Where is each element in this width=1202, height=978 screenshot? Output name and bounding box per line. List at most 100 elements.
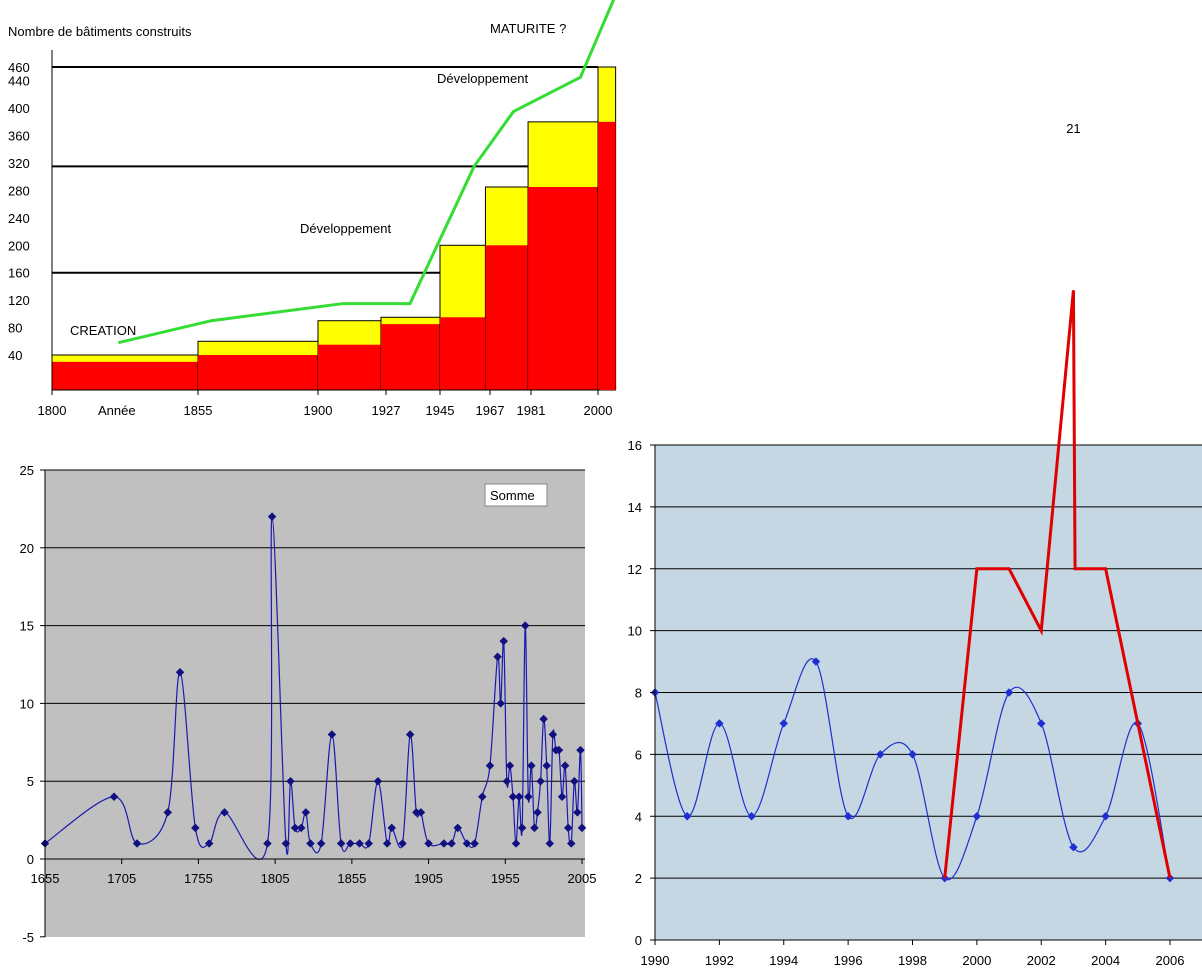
y-tick-label: 460 <box>8 60 30 75</box>
x-tick-label: 2004 <box>1091 953 1120 968</box>
y-tick-label: 440 <box>8 74 30 89</box>
x-tick-label: 1655 <box>31 871 60 886</box>
y-tick-label: 25 <box>20 463 34 478</box>
data-point <box>560 761 570 770</box>
y-tick-label: 80 <box>8 321 22 336</box>
y-tick-label: 280 <box>8 183 30 198</box>
data-point <box>715 719 724 728</box>
data-point <box>1004 688 1014 697</box>
data-point <box>573 808 582 817</box>
data-point <box>387 823 396 833</box>
x-tick-label: 2002 <box>1027 953 1056 968</box>
y-tick-label: 16 <box>628 438 642 453</box>
data-point <box>517 823 527 833</box>
y-tick-label: 400 <box>8 101 30 116</box>
data-point <box>405 730 415 739</box>
y-tick-label: 4 <box>635 809 642 824</box>
data-point <box>478 792 487 802</box>
yearly-sum-chart: -5 0 5 10 15 20 25 1655 1705 1755 1805 1855 1905 1955… <box>20 463 597 945</box>
x-tick-label: 1945 <box>426 403 455 418</box>
y-tick-label: 12 <box>628 562 642 577</box>
data-point <box>548 730 558 739</box>
y-tick-label: 5 <box>27 774 34 789</box>
red-bar <box>52 361 198 390</box>
y-tick-label: 14 <box>628 500 642 515</box>
data-point <box>520 621 530 630</box>
y-tick-label: 20 <box>20 541 34 556</box>
data-point <box>286 776 295 786</box>
y-tick-label: 15 <box>20 619 34 634</box>
data-point <box>301 808 311 817</box>
data-point <box>327 730 337 739</box>
red-bar <box>198 355 318 390</box>
data-point <box>843 812 853 821</box>
data-point <box>447 839 456 848</box>
x-tick-label: 1800 <box>38 403 67 418</box>
data-point <box>557 792 567 802</box>
data-point <box>508 792 518 802</box>
y-tick-label: 10 <box>628 624 642 639</box>
x-tick-label: 1705 <box>107 871 136 886</box>
data-point <box>485 761 495 770</box>
y-tick-label: 0 <box>635 933 642 948</box>
data-point <box>536 776 545 786</box>
data-point <box>570 776 579 786</box>
data-point <box>496 699 505 708</box>
comparison-chart: 21 0 2 4 6 8 10 12 14 16 1990 1992 1994 1996 1998 2000… <box>628 121 1202 968</box>
y-tick-label: 10 <box>20 696 34 711</box>
data-point <box>554 745 564 755</box>
data-point <box>533 808 542 817</box>
data-point <box>527 761 536 770</box>
legend-box <box>484 483 548 507</box>
y-tick-label: 200 <box>8 238 30 253</box>
data-point <box>682 812 692 821</box>
x-tick-label: 1992 <box>705 953 734 968</box>
data-point <box>382 839 392 848</box>
x-tick-label: 1998 <box>898 953 927 968</box>
data-point <box>908 750 917 759</box>
red-bar <box>440 317 486 390</box>
data-point <box>511 839 521 848</box>
x-tick-label: 1900 <box>304 403 333 418</box>
data-point <box>346 839 355 848</box>
data-point <box>1069 842 1078 852</box>
data-point <box>453 823 462 833</box>
data-point <box>263 839 272 848</box>
x-axis-title: Année <box>98 403 136 418</box>
y-tick-label: 120 <box>8 293 30 308</box>
data-point <box>972 812 982 821</box>
x-tick-label: 1990 <box>641 953 670 968</box>
x-tick-label: 1805 <box>261 871 290 886</box>
x-tick-label: 1855 <box>337 871 366 886</box>
x-tick-label: 1981 <box>517 403 546 418</box>
y-tick-label: 2 <box>635 871 642 886</box>
x-tick-label: 1927 <box>372 403 401 418</box>
data-point <box>398 839 407 848</box>
red-bar <box>485 245 529 390</box>
data-point <box>524 792 533 802</box>
y-tick-label: -5 <box>22 930 34 945</box>
x-tick-label: 1955 <box>491 871 520 886</box>
x-tick-label: 1755 <box>184 871 213 886</box>
data-point <box>876 750 885 759</box>
data-point <box>779 719 788 728</box>
x-tick-label: 1996 <box>834 953 863 968</box>
y-tick-label: 240 <box>8 211 30 226</box>
x-tick-label: 2005 <box>568 871 597 886</box>
data-point <box>539 714 548 724</box>
data-point <box>514 792 524 802</box>
data-point <box>493 652 502 661</box>
data-point <box>1101 812 1110 821</box>
x-tick-label: 1855 <box>184 403 213 418</box>
data-point <box>563 823 573 833</box>
data-point <box>355 839 364 848</box>
y-tick-label: 40 <box>8 348 22 363</box>
data-point <box>290 823 300 833</box>
data-point <box>462 839 472 848</box>
series-line <box>44 516 583 860</box>
series-line-red <box>943 290 1172 879</box>
annotation-developpement-1: Développement <box>300 221 391 236</box>
data-point <box>281 839 291 848</box>
x-tick-label: 1994 <box>769 953 798 968</box>
